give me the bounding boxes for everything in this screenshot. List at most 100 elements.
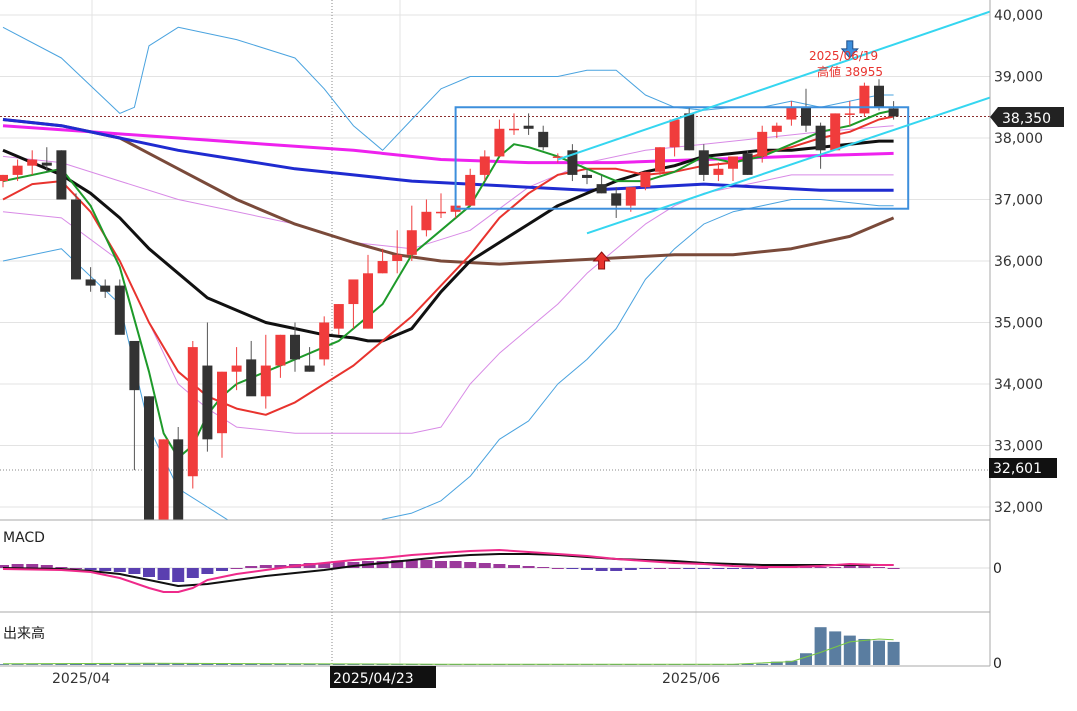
volume-bar <box>274 663 287 665</box>
macd-histogram-bar <box>26 564 39 568</box>
macd-histogram-bar <box>756 568 769 569</box>
candle-body <box>290 334 300 360</box>
candle-body <box>319 322 330 360</box>
cursor-price-label: 32,601 <box>993 461 1042 477</box>
volume-bar <box>800 653 812 665</box>
macd-histogram-bar <box>508 565 520 568</box>
candle-body <box>56 150 67 200</box>
candle-body <box>406 230 417 255</box>
candle-body <box>333 304 344 329</box>
y-tick-label: 38,000 <box>994 131 1043 147</box>
y-tick-label: 35,000 <box>994 316 1043 332</box>
macd-histogram-bar <box>478 563 491 568</box>
volume-bar <box>376 664 389 665</box>
last-price-badge: 38,350 <box>990 107 1064 127</box>
candle-body <box>41 162 52 166</box>
cursor-date-badge: 2025/04/23 <box>330 666 436 688</box>
candle-body <box>348 279 359 305</box>
macd-histogram-bar <box>741 568 754 569</box>
macd-histogram-bar <box>610 568 623 571</box>
macd-histogram-bar <box>113 568 126 572</box>
macd-histogram-bar <box>639 568 652 569</box>
bollinger-upper-line <box>2 26 894 151</box>
candle-body <box>698 150 709 175</box>
candle-body <box>771 125 782 132</box>
volume-bar <box>70 663 82 665</box>
candle-body <box>304 365 315 372</box>
volume-bar <box>259 663 272 665</box>
macd-histogram-bar <box>157 568 170 580</box>
macd-histogram-bar <box>727 568 739 569</box>
volume-bar <box>157 663 170 665</box>
grid <box>0 0 990 666</box>
volume-bar <box>113 663 126 665</box>
candle-body <box>552 156 563 158</box>
volume-zero-label: 0 <box>993 656 1002 672</box>
volume-bar <box>128 663 141 665</box>
volume-bar <box>26 664 39 665</box>
candle-body <box>85 279 96 286</box>
volume-bar <box>347 664 360 665</box>
volume-bar <box>186 663 199 665</box>
macd-histogram-bar <box>873 567 885 568</box>
macd-histogram-bar <box>858 566 871 568</box>
macd-histogram-bar <box>522 566 535 568</box>
macd-histogram-bar <box>143 568 155 577</box>
macd-histogram-bar <box>274 565 287 568</box>
candle-body <box>202 365 213 440</box>
candle-body <box>187 347 198 477</box>
macd-line <box>2 549 894 593</box>
macd-histogram-bar <box>595 568 608 571</box>
macd-histogram-bar <box>40 565 53 568</box>
macd-histogram-bar <box>84 568 97 570</box>
macd-panel <box>0 549 990 593</box>
candle-body <box>421 211 432 231</box>
axes: 32,000 33,000 34,000 35,000 36,000 37,000 38,0… <box>0 0 1043 667</box>
x-tick-label-apr: 2025/04 <box>52 671 110 687</box>
y-tick-label: 36,000 <box>994 254 1043 270</box>
volume-bar <box>887 641 900 665</box>
macd-label: MACD <box>3 530 45 546</box>
volume-bar <box>143 663 155 665</box>
macd-histogram-bar <box>566 568 579 569</box>
macd-histogram-bar <box>581 568 593 570</box>
volume-bar <box>858 638 871 665</box>
volume-bar <box>230 663 243 665</box>
volume-bar <box>99 663 112 665</box>
volume-bar <box>756 663 769 665</box>
candle-body <box>859 85 870 114</box>
volume-label: 出来高 <box>3 625 45 642</box>
candle-body <box>217 371 227 434</box>
candle-body <box>538 131 549 148</box>
candle-body <box>742 153 753 175</box>
candle-body <box>129 340 140 391</box>
high-annotation-date: 2025/06/19 <box>809 49 878 63</box>
macd-histogram-bar <box>420 560 433 568</box>
volume-bar <box>873 640 885 665</box>
candle-body <box>684 113 695 151</box>
volume-panel <box>0 627 900 665</box>
last-price-label: 38,350 <box>1002 111 1051 127</box>
candle-body <box>611 193 622 206</box>
macd-histogram-bar <box>712 568 725 569</box>
macd-histogram-bar <box>55 567 68 568</box>
candle-body <box>757 131 768 157</box>
volume-bar <box>55 663 68 665</box>
macd-histogram-bar <box>259 565 272 568</box>
y-tick-label: 37,000 <box>994 193 1043 209</box>
candle-body <box>596 184 607 194</box>
candle-body <box>246 359 257 397</box>
macd-histogram-bar <box>318 563 331 568</box>
macd-signal-line <box>2 553 894 587</box>
candle-body <box>844 113 855 115</box>
candle-body <box>392 254 403 261</box>
candle-body <box>625 187 636 206</box>
volume-bar <box>216 663 228 665</box>
macd-histogram-bar <box>245 566 258 568</box>
y-tick-label: 39,000 <box>994 70 1043 86</box>
candle-body <box>669 119 680 148</box>
macd-histogram-bar <box>668 568 681 569</box>
macd-histogram-bar <box>332 562 345 568</box>
volume-average-line <box>2 638 894 665</box>
